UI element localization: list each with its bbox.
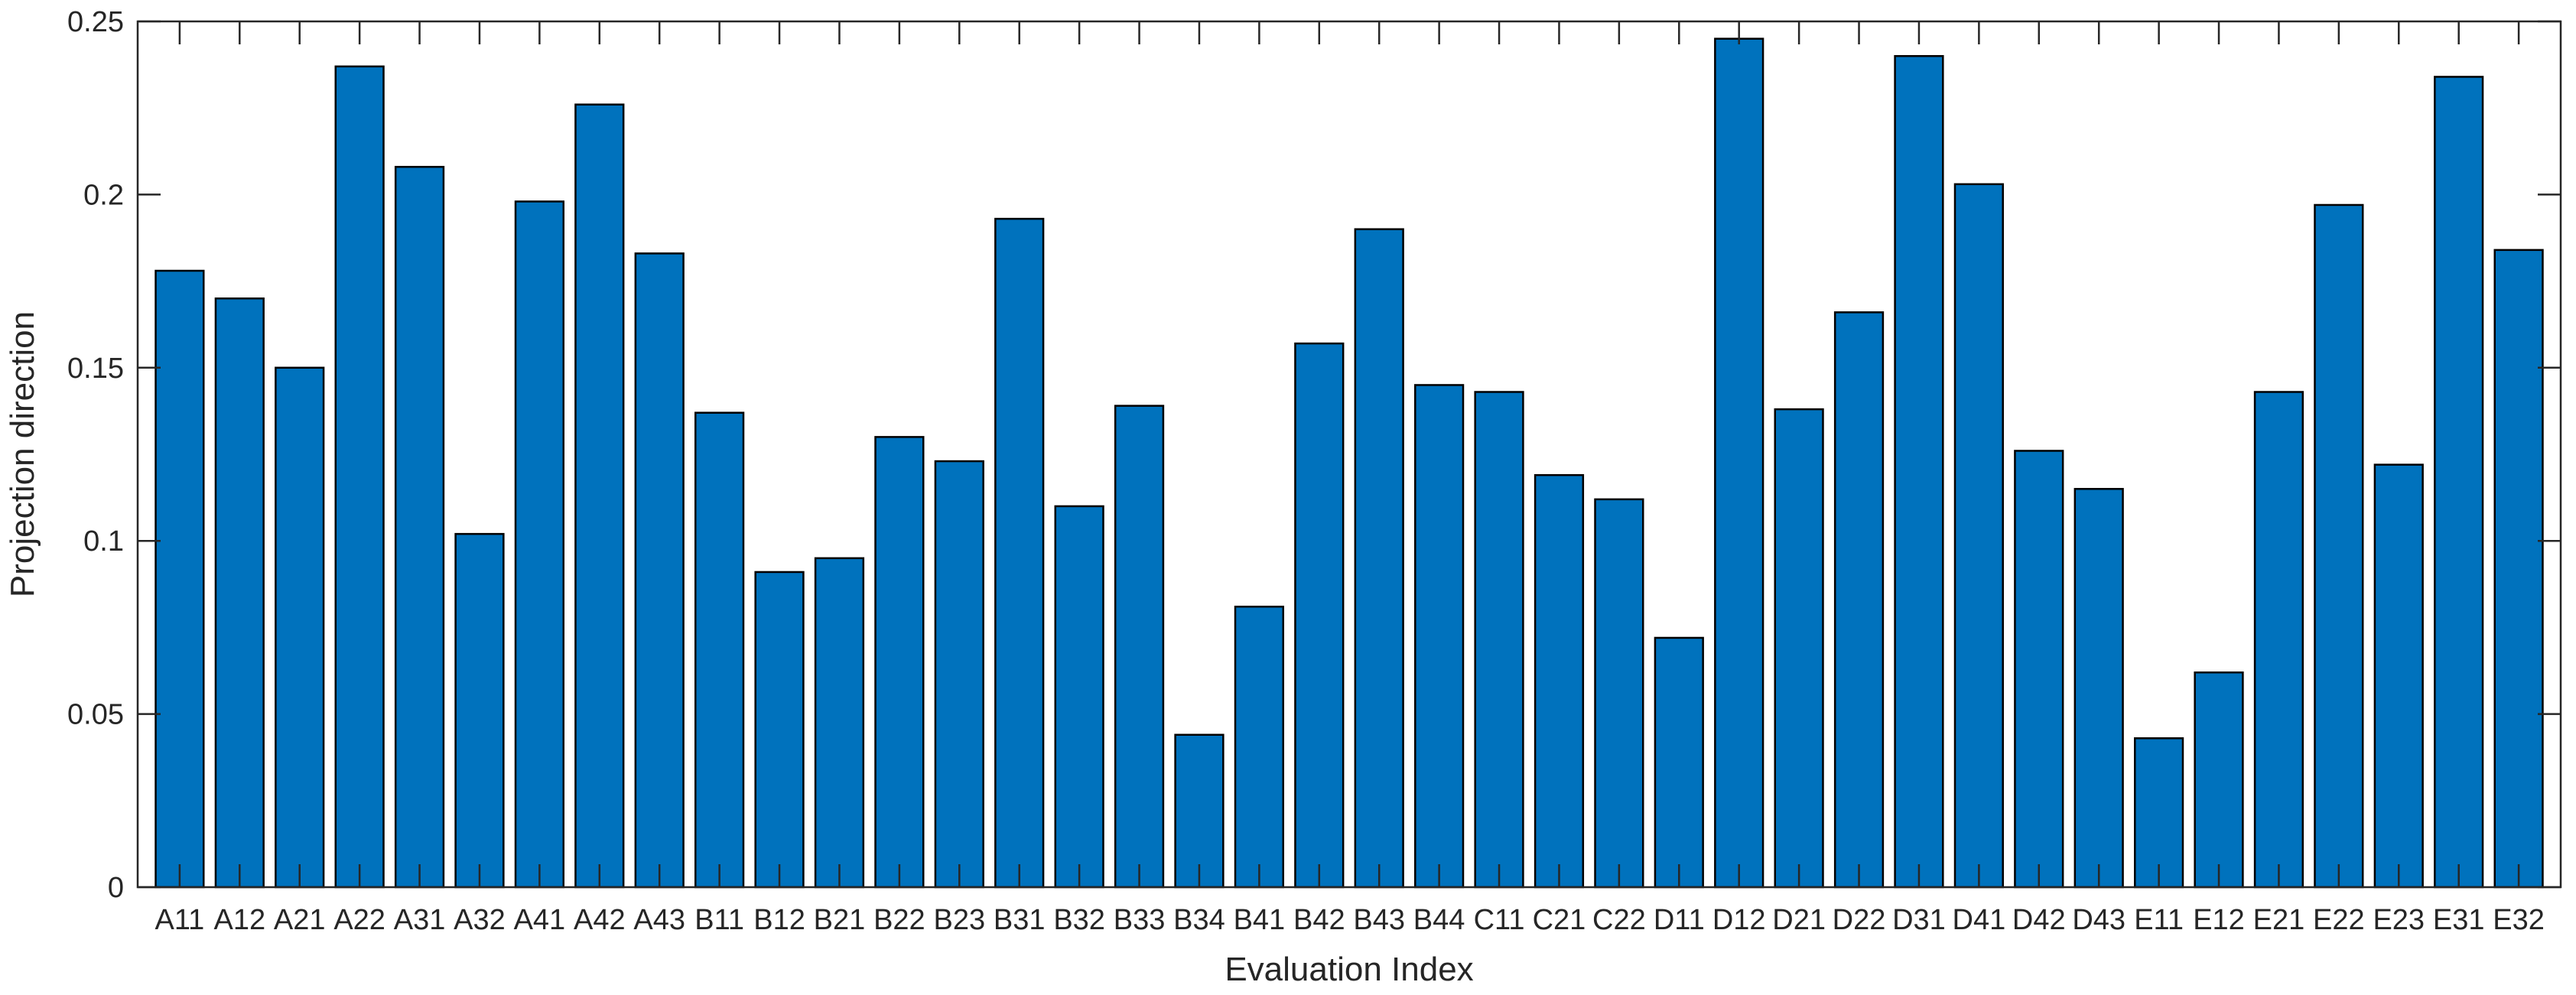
x-tick-label: B34 <box>1173 904 1225 936</box>
x-tick-label: B22 <box>873 904 925 936</box>
y-tick-label: 0 <box>108 872 124 904</box>
bar-a22 <box>334 65 385 889</box>
bar-d42 <box>2014 450 2064 889</box>
x-tick-label: D31 <box>1892 904 1946 936</box>
bar-e21 <box>2253 391 2304 889</box>
x-tick-label: B32 <box>1053 904 1105 936</box>
bar-d43 <box>2073 488 2124 889</box>
x-tick-label: E21 <box>2253 904 2305 936</box>
x-axis-ticks: A11 A12 A21 A22 A31 A32 A41 A42 A43 B11 B12 B21 B22 B… <box>154 21 2545 936</box>
bar-b31 <box>994 217 1045 889</box>
x-tick-label: D42 <box>2012 904 2066 936</box>
bar-d41 <box>1953 183 2004 889</box>
bar-b43 <box>1354 228 1404 889</box>
x-tick-label: E22 <box>2313 904 2365 936</box>
x-tick-label: D43 <box>2072 904 2126 936</box>
x-tick-label: B42 <box>1293 904 1345 936</box>
x-tick-label: B31 <box>994 904 1046 936</box>
bar-d12 <box>1714 37 1764 889</box>
bar-b33 <box>1114 405 1165 889</box>
x-axis-title: Evaluation Index <box>1225 951 1473 988</box>
plot-frame <box>136 20 2562 889</box>
bar-a32 <box>454 532 505 889</box>
bar-b34 <box>1174 733 1225 889</box>
x-tick-label: A42 <box>574 904 626 936</box>
x-tick-label: A43 <box>633 904 685 936</box>
bar-d21 <box>1774 408 1824 889</box>
bar-e23 <box>2373 463 2424 889</box>
x-tick-label: C22 <box>1592 904 1646 936</box>
bar-a42 <box>574 103 625 889</box>
x-tick-label: C11 <box>1474 904 1525 936</box>
x-tick-label: A21 <box>274 904 326 936</box>
bar-a21 <box>275 366 325 889</box>
x-tick-label: A32 <box>454 904 506 936</box>
bar-c21 <box>1534 473 1585 889</box>
x-tick-label: B43 <box>1353 904 1405 936</box>
x-tick-label: D21 <box>1772 904 1826 936</box>
x-tick-label: D12 <box>1712 904 1766 936</box>
y-tick-label: 0.2 <box>83 179 124 211</box>
bar-b32 <box>1054 505 1104 889</box>
x-tick-label: B11 <box>694 904 744 936</box>
y-tick-label: 0.25 <box>67 6 124 38</box>
bar-a43 <box>634 252 685 889</box>
x-tick-label: A12 <box>213 904 265 936</box>
bar-a12 <box>214 297 265 889</box>
x-tick-label: B33 <box>1114 904 1166 936</box>
bar-e22 <box>2314 203 2364 889</box>
x-tick-label: D22 <box>1833 904 1886 936</box>
x-tick-label: B12 <box>753 904 805 936</box>
bar-b11 <box>694 411 745 889</box>
bar-a31 <box>394 165 445 889</box>
bar-c11 <box>1474 391 1524 889</box>
x-tick-label: E32 <box>2493 904 2545 936</box>
x-tick-label: A41 <box>514 904 566 936</box>
bar-d22 <box>1833 311 1885 889</box>
bar-b41 <box>1234 605 1284 889</box>
bar-b21 <box>814 557 865 889</box>
bar-e12 <box>2194 671 2244 889</box>
x-tick-label: D11 <box>1654 904 1705 936</box>
y-tick-label: 0.05 <box>67 699 124 731</box>
bar-e31 <box>2434 76 2484 889</box>
bars-group <box>154 37 2544 889</box>
x-tick-label: E11 <box>2134 904 2184 936</box>
bar-a41 <box>514 200 565 889</box>
y-tick-label: 0.1 <box>83 525 124 558</box>
y-tick-label: 0.15 <box>67 353 124 385</box>
x-tick-label: B41 <box>1234 904 1286 936</box>
x-tick-label: A31 <box>394 904 446 936</box>
x-tick-label: B44 <box>1413 904 1465 936</box>
x-tick-label: E31 <box>2433 904 2485 936</box>
bar-b12 <box>754 571 805 889</box>
bar-a11 <box>154 269 205 889</box>
bar-e11 <box>2133 737 2184 889</box>
bar-b42 <box>1294 342 1345 889</box>
bar-e32 <box>2493 249 2544 889</box>
x-tick-label: A22 <box>333 904 385 936</box>
bar-b23 <box>934 460 984 889</box>
x-tick-label: A11 <box>154 904 204 936</box>
x-tick-label: E12 <box>2193 904 2245 936</box>
bar-b22 <box>874 436 925 889</box>
x-tick-label: E23 <box>2373 904 2425 936</box>
y-axis-title: Projection direction <box>4 311 41 597</box>
bar-d31 <box>1894 55 1944 889</box>
bar-d11 <box>1654 636 1704 889</box>
x-tick-label: B21 <box>814 904 866 936</box>
x-tick-label: B23 <box>933 904 985 936</box>
x-tick-label: D41 <box>1953 904 2006 936</box>
x-tick-label: C21 <box>1533 904 1586 936</box>
bar-c22 <box>1594 498 1644 889</box>
bar-b44 <box>1414 384 1465 889</box>
